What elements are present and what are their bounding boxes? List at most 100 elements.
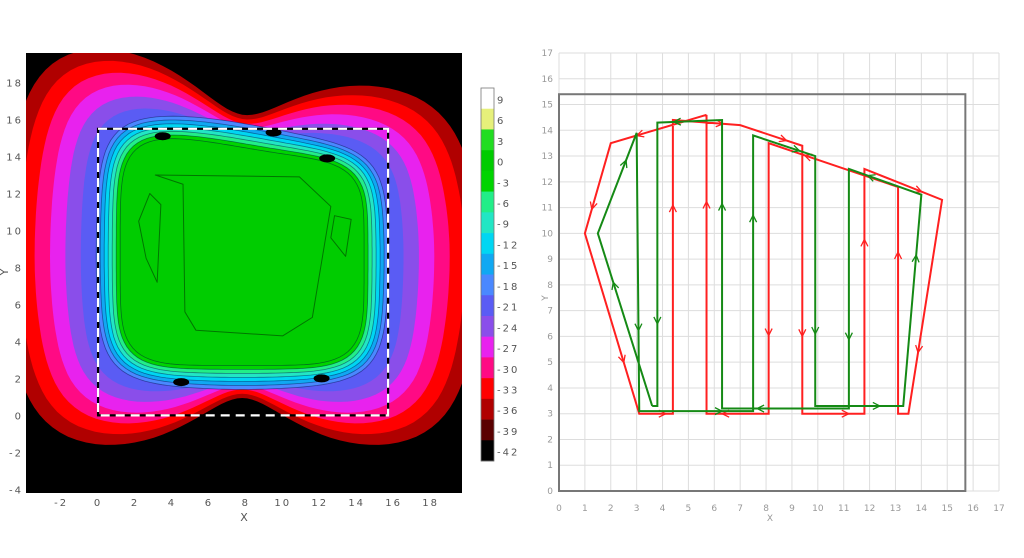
x-tick-label: 4 (168, 498, 176, 509)
colorbar-label: 3 (497, 137, 505, 148)
y-tick-label: 6 (547, 332, 553, 342)
direction-arrow-icon (617, 354, 626, 364)
direction-arrow-icon (702, 200, 711, 209)
direction-arrow-icon (860, 237, 869, 247)
x-tick-label: 15 (942, 504, 953, 514)
contour-bands (26, 53, 462, 445)
contour-band-m3 (119, 138, 365, 366)
colorbar-label: -27 (497, 344, 519, 355)
colorbar-label: 9 (497, 95, 505, 106)
colorbar-label: 0 (497, 158, 505, 169)
y-tick-label: 16 (6, 116, 23, 127)
y-tick-label: 16 (542, 75, 554, 85)
y-tick-label: 6 (15, 300, 23, 311)
direction-arrow-icon (764, 328, 773, 338)
x-tick-label: 8 (763, 504, 769, 514)
y-axis-label: Y (541, 295, 551, 302)
x-tick-label: 7 (737, 504, 743, 514)
contour-chart: -2 0 2 4 6 8 10 12 14 16 18 -4 -2 0 2 4 6 8 10 12 14 16 18 X Y 9 6… (0, 53, 519, 524)
colorbar-cell (481, 419, 494, 441)
x-tick-label: 18 (422, 498, 439, 509)
colorbar-cell (481, 295, 494, 317)
direction-arrow-icon (668, 203, 677, 213)
direction-arrow-icon (619, 158, 628, 169)
colorbar-cell (481, 191, 494, 213)
y-tick-label: 12 (542, 178, 553, 188)
colorbar-label: -42 (497, 448, 519, 459)
colorbar-cell (481, 357, 494, 379)
x-tick-label: 6 (205, 498, 213, 509)
colorbar-cell (481, 378, 494, 400)
direction-arrow-icon (798, 329, 807, 338)
y-tick-label: 4 (15, 337, 23, 348)
y-tick-label: 17 (542, 49, 553, 59)
colorbar-cell (481, 233, 494, 255)
x-tick-label: -2 (54, 498, 68, 509)
y-tick-label: 8 (15, 263, 23, 274)
direction-arrow-icon (611, 280, 620, 291)
x-tick-label: 16 (385, 498, 402, 509)
direction-arrow-icon (872, 401, 882, 411)
y-tick-label: 11 (542, 204, 553, 214)
y-tick-label: 0 (15, 411, 23, 422)
colorbar-label: -12 (497, 240, 519, 251)
y-tick-label: 8 (547, 281, 553, 291)
colorbar-frame (480, 87, 495, 462)
x-tick-label: 16 (967, 504, 979, 514)
colorbar-cell (481, 170, 494, 192)
direction-arrow-icon (791, 144, 801, 153)
x-tick-label: 14 (916, 504, 928, 514)
colorbar-label: -30 (497, 365, 519, 376)
boundary-rectangle (558, 93, 967, 492)
colorbar-label: -39 (497, 427, 519, 438)
colorbar-cell (481, 336, 494, 358)
y-tick-label: 9 (547, 255, 553, 265)
y-tick-label: 1 (547, 461, 553, 471)
x-tick-label: 8 (242, 498, 250, 509)
x-tick-label: 0 (94, 498, 102, 509)
contour-line (330, 215, 352, 257)
y-tick-label: 12 (6, 190, 23, 201)
direction-arrow-icon (911, 253, 920, 263)
y-tick-label: 14 (542, 126, 554, 136)
contour-line (154, 174, 332, 337)
direction-arrow-icon (653, 316, 662, 326)
colorbar-cell (481, 88, 494, 110)
colorbar-cell (481, 398, 494, 420)
colorbar-cell (481, 129, 494, 151)
direction-arrow-icon (778, 134, 788, 143)
colorbar-cell (481, 274, 494, 296)
x-tick-label: 4 (660, 504, 666, 514)
colorbar-label: -6 (497, 199, 511, 210)
y-tick-label: -2 (9, 448, 23, 459)
x-tick-label: 12 (311, 498, 328, 509)
x-tick-label: 12 (864, 504, 875, 514)
dark-spot (319, 154, 336, 163)
x-axis-label: X (767, 514, 773, 524)
colorbar-cell (481, 212, 494, 234)
x-tick-label: 11 (838, 504, 849, 514)
colorbar-label: -9 (497, 220, 511, 231)
x-tick-label: 2 (131, 498, 139, 509)
y-tick-label: -4 (9, 485, 23, 496)
dark-spot (313, 374, 330, 383)
colorbar-label: -33 (497, 385, 519, 396)
colorbar-label: -21 (497, 303, 519, 314)
x-tick-label: 10 (274, 498, 291, 509)
x-tick-label: 0 (556, 504, 562, 514)
colorbar-label: -3 (497, 178, 511, 189)
direction-arrow-icon (749, 213, 758, 223)
direction-arrow-icon (755, 404, 765, 413)
x-tick-label: 3 (634, 504, 640, 514)
colorbar-label: -24 (497, 323, 519, 334)
colorbar-cell (481, 315, 494, 337)
direction-arrow-icon (672, 117, 682, 126)
x-tick-label: 1 (582, 504, 588, 514)
y-tick-label: 13 (542, 152, 553, 162)
dark-spot (265, 128, 282, 137)
direction-arrow-icon (915, 344, 924, 354)
x-tick-label: 10 (812, 504, 824, 514)
y-tick-label: 4 (547, 384, 553, 394)
direction-arrow-icon (844, 332, 853, 342)
direction-arrow-icon (589, 201, 598, 211)
